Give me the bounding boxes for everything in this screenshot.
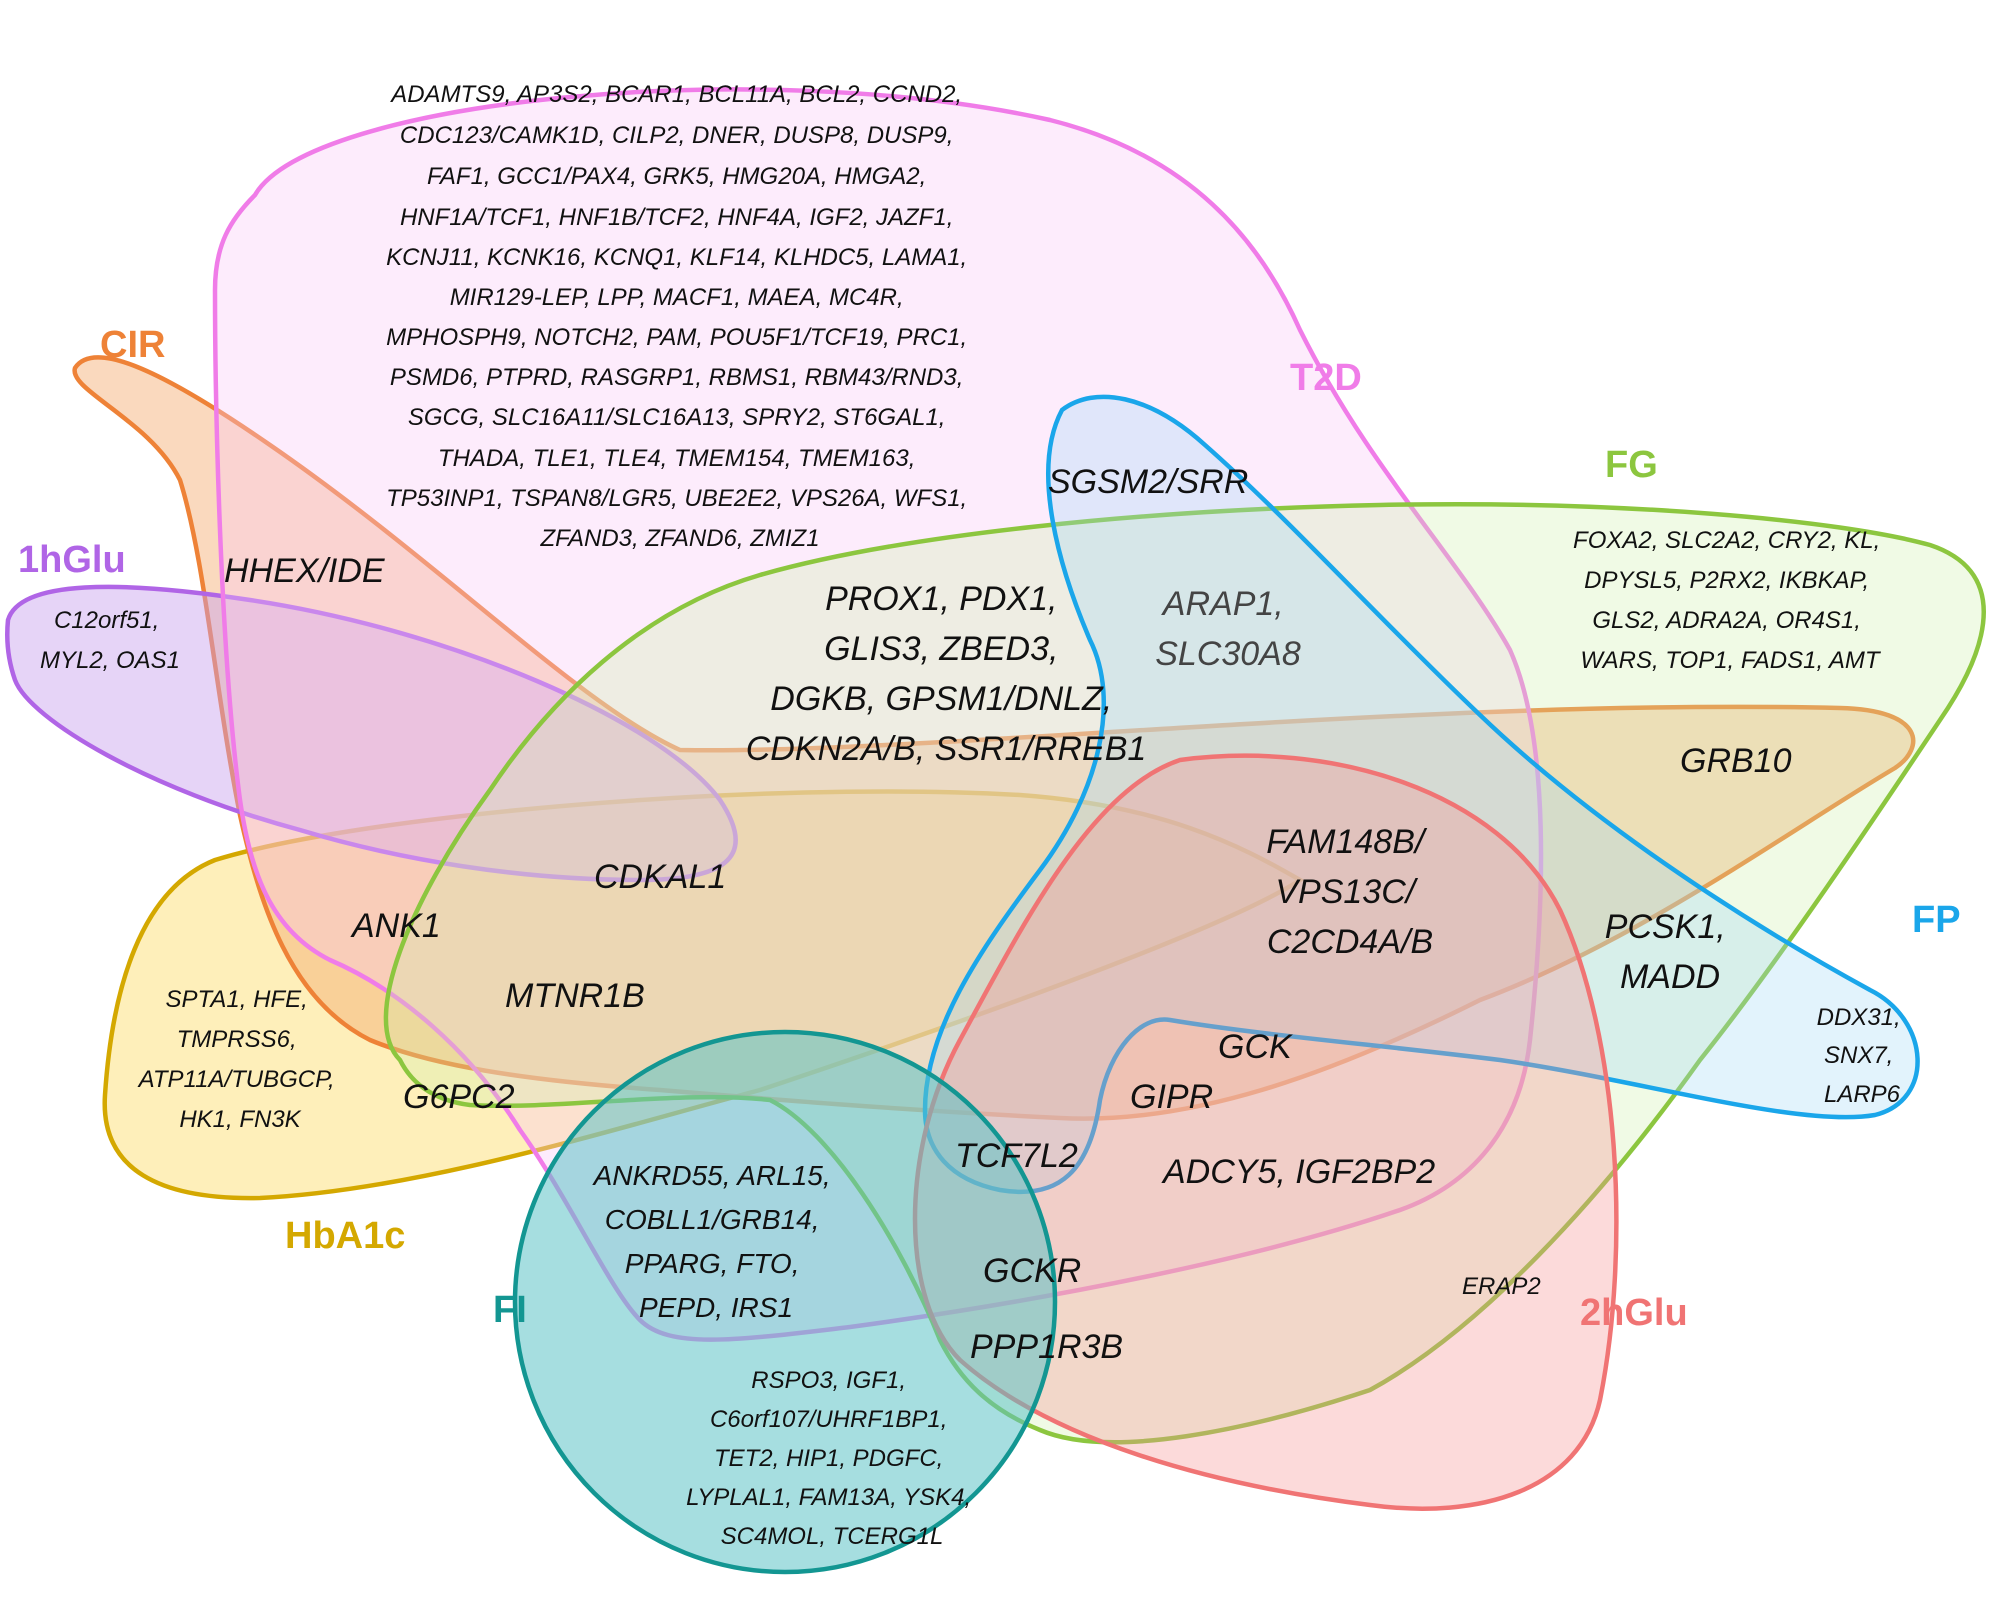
gene-cdkal1: CDKAL1 bbox=[594, 858, 726, 896]
gene-ank1: ANK1 bbox=[350, 907, 441, 945]
genes-pcsk1-madd: PCSK1, MADD bbox=[1605, 908, 1735, 996]
set-label-hba1c: HbA1c bbox=[285, 1215, 405, 1257]
set-fi-shape bbox=[512, 1029, 1058, 1575]
set-label-1hglu: 1hGlu bbox=[18, 539, 126, 581]
genes-hba1c-only: SPTA1, HFE, TMPRSS6, ATP11A/TUBGCP, HK1,… bbox=[137, 986, 342, 1133]
gene-g6pc2: G6PC2 bbox=[403, 1078, 515, 1116]
gene-hhex-ide: HHEX/IDE bbox=[224, 552, 385, 590]
gene-grb10: GRB10 bbox=[1680, 742, 1792, 780]
genes-t2d-only: ADAMTS9, AP3S2, BCAR1, BCL11A, BCL2, CCN… bbox=[386, 81, 974, 552]
set-label-fg: FG bbox=[1605, 444, 1658, 486]
set-fp-shape bbox=[922, 394, 1920, 1195]
gene-sgsm2-srr: SGSM2/SRR bbox=[1048, 463, 1248, 501]
set-label-fi: FI bbox=[493, 1289, 527, 1331]
set-label-t2d: T2D bbox=[1290, 357, 1362, 399]
gene-gck: GCK bbox=[1218, 1028, 1293, 1066]
genes-arap1-slc30a8: ARAP1, SLC30A8 bbox=[1155, 585, 1301, 673]
gene-tcf7l2: TCF7L2 bbox=[955, 1137, 1078, 1175]
genes-fp-only: DDX31, SNX7, LARP6 bbox=[1817, 1004, 1908, 1108]
gene-adcy5-igf2bp2: ADCY5, IGF2BP2 bbox=[1161, 1153, 1435, 1191]
genes-fg-only: FOXA2, SLC2A2, CRY2, KL, DPYSL5, P2RX2, … bbox=[1573, 527, 1887, 674]
genes-fam148b-cluster: FAM148B/ VPS13C/ C2CD4A/B bbox=[1266, 823, 1434, 961]
gene-gipr: GIPR bbox=[1130, 1078, 1213, 1116]
gene-ppp1r3b: PPP1R3B bbox=[970, 1328, 1123, 1366]
set-label-fp: FP bbox=[1912, 899, 1961, 941]
set-1hglu-shape bbox=[5, 584, 738, 883]
set-hba1c-shape bbox=[102, 789, 1305, 1201]
genes-t2d-fg: PROX1, PDX1, GLIS3, ZBED3, DGKB, GPSM1/D… bbox=[746, 580, 1147, 768]
set-2hglu-shape bbox=[912, 753, 1619, 1511]
set-label-2hglu: 2hGlu bbox=[1580, 1292, 1688, 1334]
set-label-cir: CIR bbox=[100, 324, 165, 366]
gene-erap2: ERAP2 bbox=[1462, 1273, 1541, 1300]
genes-1hglu-only: C12orf51, MYL2, OAS1 bbox=[40, 607, 180, 674]
genes-t2d-fi: ANKRD55, ARL15, COBLL1/GRB14, PPARG, FTO… bbox=[592, 1160, 839, 1323]
gene-gckr: GCKR bbox=[983, 1252, 1081, 1290]
gene-mtnr1b: MTNR1B bbox=[505, 977, 645, 1015]
genes-fi-only: RSPO3, IGF1, C6orf107/UHRF1BP1, TET2, HI… bbox=[686, 1367, 978, 1550]
